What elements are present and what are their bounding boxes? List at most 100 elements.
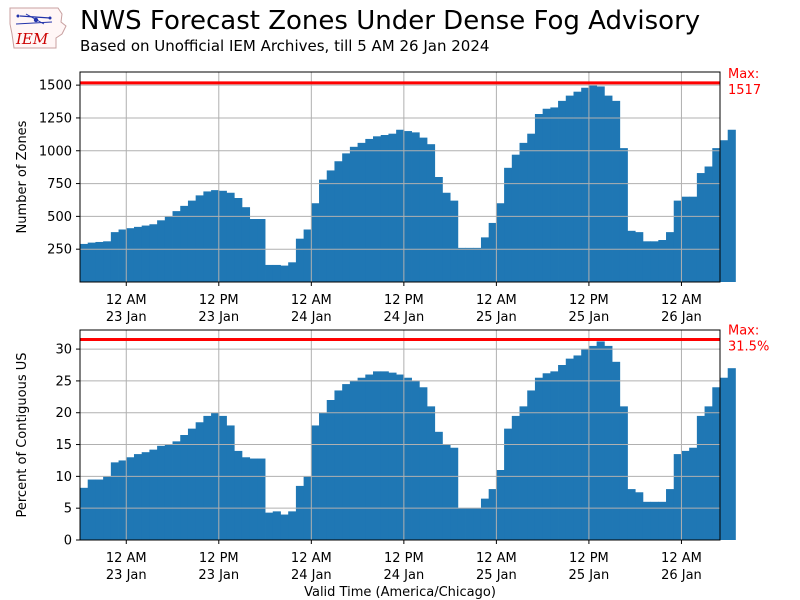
bar bbox=[504, 167, 513, 282]
y-tick-label: 10 bbox=[55, 470, 72, 485]
bar bbox=[157, 220, 166, 282]
iem-logo: IEM bbox=[6, 4, 70, 54]
bar bbox=[511, 415, 520, 540]
bar bbox=[550, 107, 559, 282]
bar bbox=[172, 211, 181, 282]
bar bbox=[519, 406, 528, 540]
bar bbox=[642, 241, 652, 282]
bar bbox=[326, 400, 335, 540]
bar bbox=[450, 447, 459, 540]
bar bbox=[334, 390, 343, 540]
bar bbox=[218, 415, 227, 540]
bar bbox=[357, 142, 366, 282]
x-tick-date-label: 23 Jan bbox=[198, 568, 239, 583]
bar bbox=[696, 415, 705, 540]
x-tick-label: 12 AM bbox=[291, 551, 332, 566]
bar bbox=[141, 225, 150, 282]
bar bbox=[226, 425, 235, 540]
bar bbox=[249, 458, 258, 540]
bar bbox=[141, 452, 150, 540]
bar bbox=[704, 166, 713, 282]
bar bbox=[519, 142, 528, 282]
bar bbox=[542, 108, 551, 282]
bar bbox=[650, 241, 659, 282]
y-tick-label: 15 bbox=[55, 438, 72, 453]
bar bbox=[411, 132, 420, 282]
bar bbox=[727, 129, 736, 282]
x-tick-label: 12 PM bbox=[569, 551, 609, 566]
bar bbox=[403, 377, 412, 540]
bar bbox=[419, 387, 428, 540]
bar bbox=[280, 265, 289, 282]
max-label: Max: bbox=[728, 324, 759, 339]
bar bbox=[272, 511, 281, 540]
bar bbox=[288, 511, 297, 540]
bar bbox=[126, 457, 135, 540]
bar bbox=[488, 489, 497, 540]
bar bbox=[380, 135, 389, 282]
bar bbox=[612, 361, 621, 540]
bar bbox=[689, 196, 698, 282]
x-tick-date-label: 24 Jan bbox=[383, 568, 424, 583]
bar bbox=[673, 200, 682, 282]
y-tick-label: 30 bbox=[55, 343, 72, 358]
bar bbox=[727, 368, 736, 540]
x-tick-date-label: 25 Jan bbox=[569, 310, 610, 325]
bar bbox=[527, 133, 536, 282]
bar bbox=[619, 406, 628, 540]
y-tick-label: 1250 bbox=[39, 111, 72, 126]
bar bbox=[704, 406, 713, 540]
bar bbox=[195, 422, 204, 540]
bar bbox=[118, 229, 127, 282]
bar bbox=[342, 384, 351, 540]
bar bbox=[241, 457, 251, 540]
bar bbox=[133, 226, 143, 282]
bar bbox=[534, 114, 544, 282]
y-tick-label: 1000 bbox=[39, 144, 72, 159]
bar bbox=[272, 264, 281, 282]
bar bbox=[496, 470, 505, 540]
bar bbox=[457, 247, 466, 282]
bar bbox=[295, 238, 305, 282]
x-tick-label: 12 PM bbox=[199, 551, 239, 566]
plot-frame bbox=[79, 71, 721, 283]
bar bbox=[257, 458, 266, 540]
bar bbox=[558, 365, 567, 540]
bar bbox=[473, 247, 482, 282]
x-tick-label: 12 AM bbox=[106, 293, 147, 308]
x-tick-date-label: 24 Jan bbox=[291, 568, 332, 583]
bar bbox=[619, 148, 628, 282]
bar bbox=[319, 179, 328, 282]
logo-text: IEM bbox=[15, 30, 49, 48]
bar bbox=[103, 241, 112, 282]
bar bbox=[187, 200, 197, 282]
bar bbox=[511, 154, 520, 282]
page-subtitle: Based on Unofficial IEM Archives, till 5… bbox=[80, 37, 490, 55]
bar bbox=[118, 460, 127, 540]
bar bbox=[80, 487, 89, 540]
bar bbox=[110, 462, 119, 540]
bar bbox=[480, 237, 490, 282]
bar bbox=[581, 87, 590, 282]
x-tick-date-label: 24 Jan bbox=[383, 310, 424, 325]
bar bbox=[211, 190, 220, 282]
bar bbox=[326, 170, 335, 282]
bar bbox=[164, 444, 173, 540]
bar bbox=[604, 95, 613, 282]
bar bbox=[187, 428, 197, 540]
bar bbox=[465, 247, 474, 282]
bar bbox=[419, 137, 428, 282]
bar bbox=[642, 501, 652, 540]
bar bbox=[380, 371, 389, 540]
bar bbox=[673, 454, 682, 540]
bar bbox=[95, 241, 104, 282]
y-tick-label: 20 bbox=[55, 406, 72, 421]
bar bbox=[195, 195, 204, 282]
bar bbox=[450, 200, 459, 282]
bar bbox=[666, 232, 675, 282]
bar bbox=[612, 100, 621, 282]
bar bbox=[373, 371, 382, 540]
bar bbox=[342, 153, 351, 282]
bar bbox=[666, 489, 675, 540]
bar bbox=[596, 341, 605, 540]
